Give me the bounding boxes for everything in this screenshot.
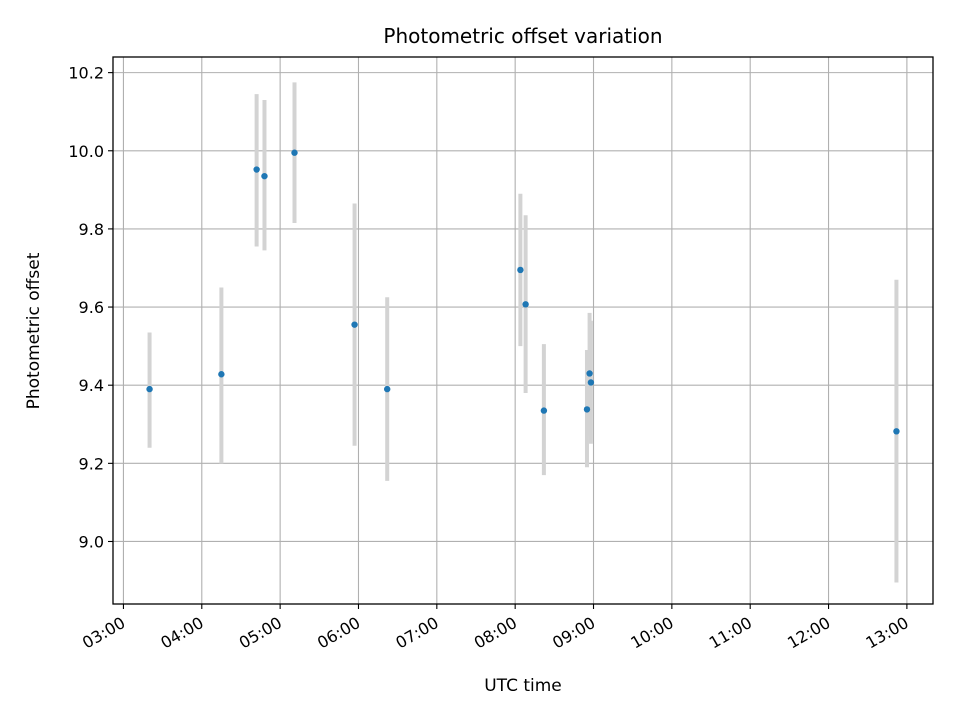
y-axis-ticks: 9.0 9.2 9.4 9.6 9.8 10.0 10.2 <box>68 64 113 551</box>
y-axis-label: Photometric offset <box>24 252 44 409</box>
y-tick-label: 9.6 <box>79 298 104 317</box>
data-point <box>351 321 358 328</box>
y-tick-label: 9.8 <box>79 220 104 239</box>
data-point <box>517 266 524 274</box>
chart-title: Photometric offset variation <box>383 24 662 48</box>
data-markers <box>146 149 900 435</box>
grid <box>113 57 933 604</box>
data-point <box>384 385 391 393</box>
data-point <box>586 370 593 377</box>
data-point <box>146 385 153 393</box>
data-point <box>893 428 900 435</box>
y-tick-label: 9.0 <box>79 532 104 551</box>
data-point <box>253 166 260 173</box>
data-point <box>587 379 595 386</box>
y-tick-label: 10.0 <box>68 142 104 161</box>
data-point <box>218 371 225 378</box>
data-point <box>291 149 298 156</box>
y-tick-label: 9.2 <box>79 454 104 473</box>
data-point <box>583 406 591 413</box>
y-tick-label: 10.2 <box>68 64 104 83</box>
plot-frame <box>112 56 934 605</box>
x-axis-label: UTC time <box>484 676 562 696</box>
data-point <box>261 172 268 180</box>
data-point <box>522 301 529 308</box>
y-tick-label: 9.4 <box>79 376 104 395</box>
data-point <box>540 407 548 414</box>
